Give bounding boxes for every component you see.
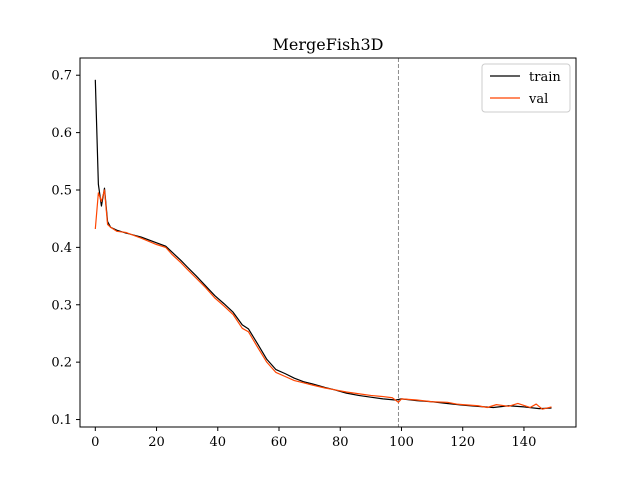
legend-label-val: val xyxy=(528,92,548,107)
x-tick-label: 80 xyxy=(332,435,349,450)
y-tick-label: 0.4 xyxy=(51,241,72,256)
x-tick-label: 100 xyxy=(389,435,414,450)
x-tick-label: 0 xyxy=(91,435,99,450)
y-tick-label: 0.2 xyxy=(51,356,72,371)
y-tick-label: 0.6 xyxy=(51,126,72,141)
y-tick-label: 0.3 xyxy=(51,298,72,313)
x-tick-label: 140 xyxy=(512,435,537,450)
y-axis: 0.1 0.2 0.3 0.4 0.5 0.6 0.7 xyxy=(51,69,80,428)
plot-frame xyxy=(79,57,577,428)
legend-label-train: train xyxy=(529,70,561,85)
series-line-val xyxy=(94,189,552,410)
y-tick-label: 0.1 xyxy=(51,413,72,428)
y-tick-label: 0.5 xyxy=(51,183,72,198)
legend: train val xyxy=(481,63,571,113)
x-tick-label: 60 xyxy=(271,435,288,450)
x-tick-label: 40 xyxy=(210,435,227,450)
x-axis: 0 20 40 60 80 100 120 140 xyxy=(91,427,536,450)
plot-lines xyxy=(94,58,552,427)
x-tick-label: 20 xyxy=(148,435,165,450)
chart-title: MergeFish3D xyxy=(273,35,384,54)
x-tick-label: 120 xyxy=(450,435,475,450)
y-tick-label: 0.7 xyxy=(51,69,72,84)
series-line-train xyxy=(94,79,552,410)
